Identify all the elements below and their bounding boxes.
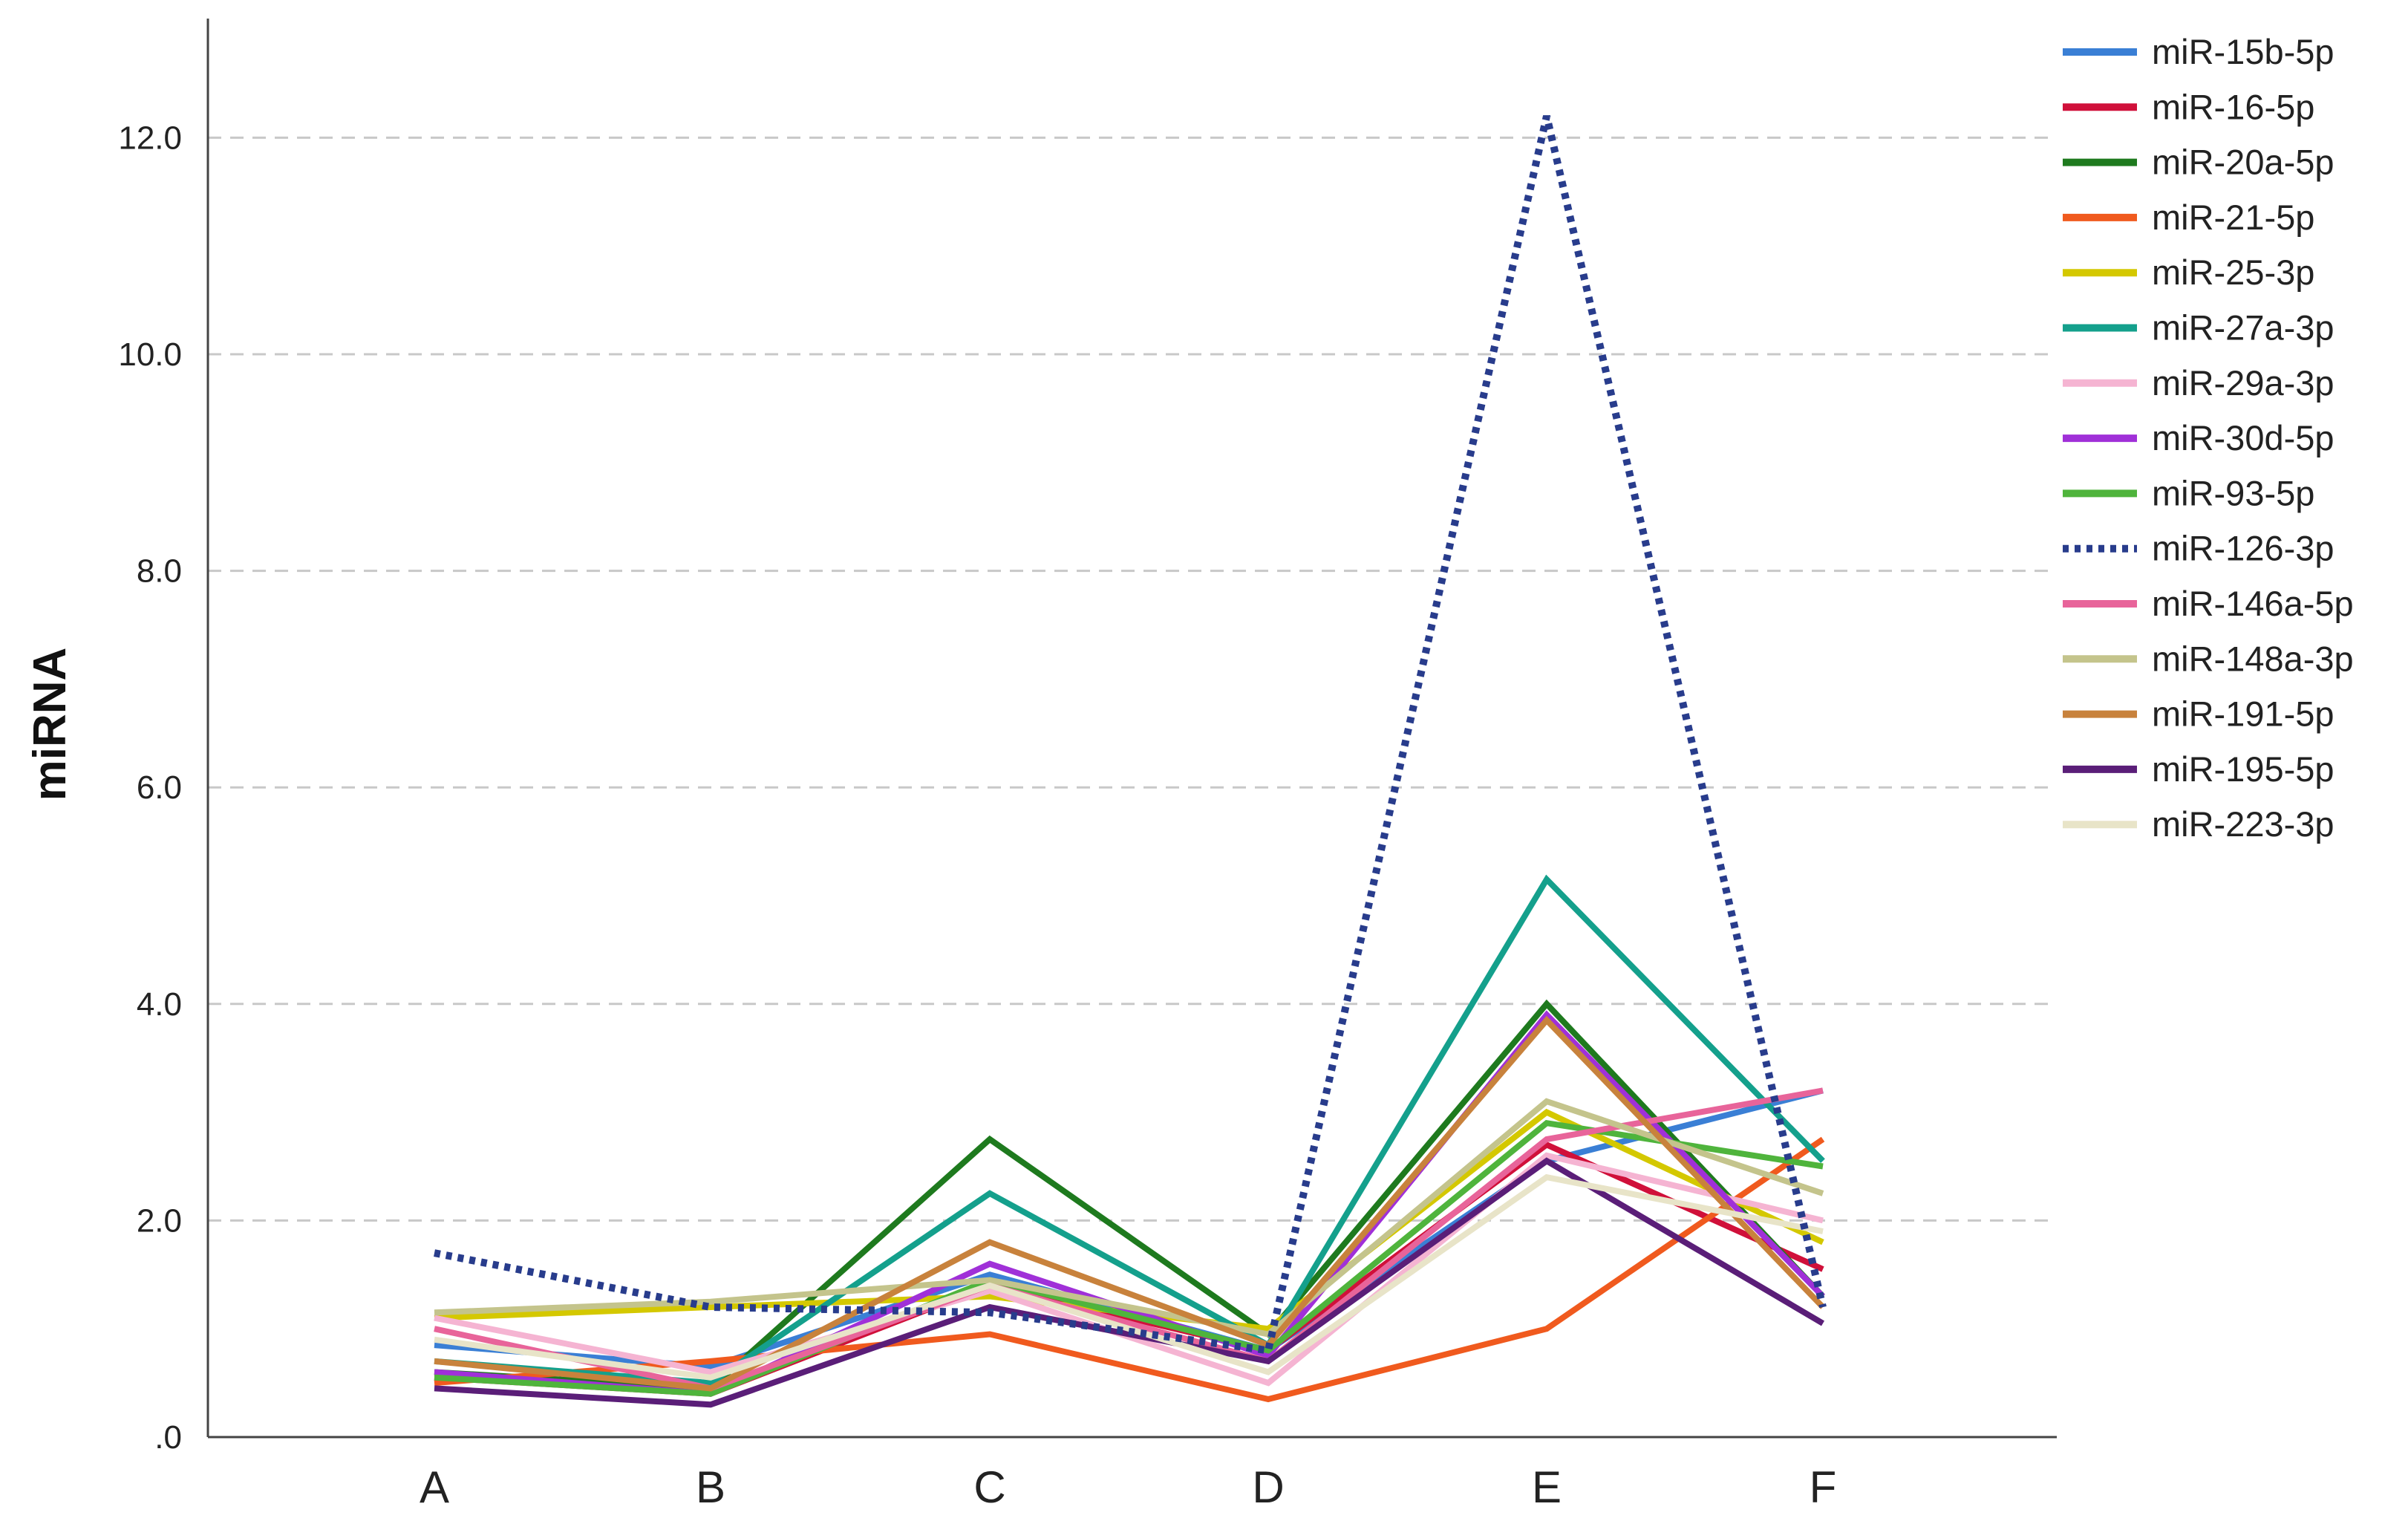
y-axis-ticks: .0 2.0 4.0 6.0 8.0 10.0 12.0 (118, 120, 182, 1456)
x-tick-label-b: B (696, 1462, 725, 1512)
legend-label-mir-126-3p: miR-126-3p (2152, 529, 2334, 568)
legend-label-mir-25-3p: miR-25-3p (2152, 253, 2314, 292)
y-tick-label: 6.0 (137, 769, 182, 806)
legend: miR-15b-5p miR-16-5p miR-20a-5p miR-21-5p mi… (2063, 32, 2354, 844)
legend-label-mir-29a-3p: miR-29a-3p (2152, 363, 2334, 403)
x-tick-label-d: D (1252, 1462, 1284, 1512)
series-lines (434, 115, 1827, 1408)
legend-label-mir-93-5p: miR-93-5p (2152, 473, 2314, 512)
x-tick-label-e: E (1532, 1462, 1562, 1512)
legend-label-mir-148a-3p: miR-148a-3p (2152, 639, 2354, 678)
legend-label-mir-195-5p: miR-195-5p (2152, 749, 2334, 789)
legend-label-mir-20a-5p: miR-20a-5p (2152, 143, 2334, 182)
legend-label-mir-15b-5p: miR-15b-5p (2152, 32, 2334, 71)
series-line-mir-148a-3p (434, 1098, 1824, 1338)
y-tick-label: 2.0 (137, 1202, 182, 1239)
y-axis-label: miRNA (25, 648, 76, 801)
legend-label-mir-191-5p: miR-191-5p (2152, 694, 2334, 734)
x-tick-label-f: F (1810, 1462, 1837, 1512)
y-tick-label: .0 (154, 1419, 182, 1456)
axes (206, 19, 2057, 1439)
y-tick-label: 4.0 (137, 986, 182, 1023)
series-line-mir-223-3p (434, 1173, 1824, 1381)
y-tick-label: 10.0 (118, 336, 182, 373)
series-line-mir-146a-5p (434, 1087, 1824, 1392)
y-tick-label: 8.0 (137, 553, 182, 590)
legend-label-mir-27a-3p: miR-27a-3p (2152, 308, 2334, 348)
legend-label-mir-30d-5p: miR-30d-5p (2152, 418, 2334, 457)
series-line-mir-191-5p (434, 1015, 1825, 1392)
x-axis-ticks: A B C D E F (420, 1462, 1836, 1512)
legend-label-mir-223-3p: miR-223-3p (2152, 804, 2334, 844)
legend-label-mir-21-5p: miR-21-5p (2152, 198, 2314, 237)
x-tick-label-a: A (420, 1462, 449, 1512)
y-tick-label: 12.0 (118, 120, 182, 156)
series-line-mir-93-5p (434, 1119, 1824, 1397)
grid-lines (208, 136, 2057, 1222)
legend-label-mir-16-5p: miR-16-5p (2152, 87, 2314, 126)
series-line-mir-126-3p (434, 115, 1827, 1355)
legend-label-mir-146a-5p: miR-146a-5p (2152, 584, 2354, 623)
x-tick-label-c: C (973, 1462, 1005, 1512)
